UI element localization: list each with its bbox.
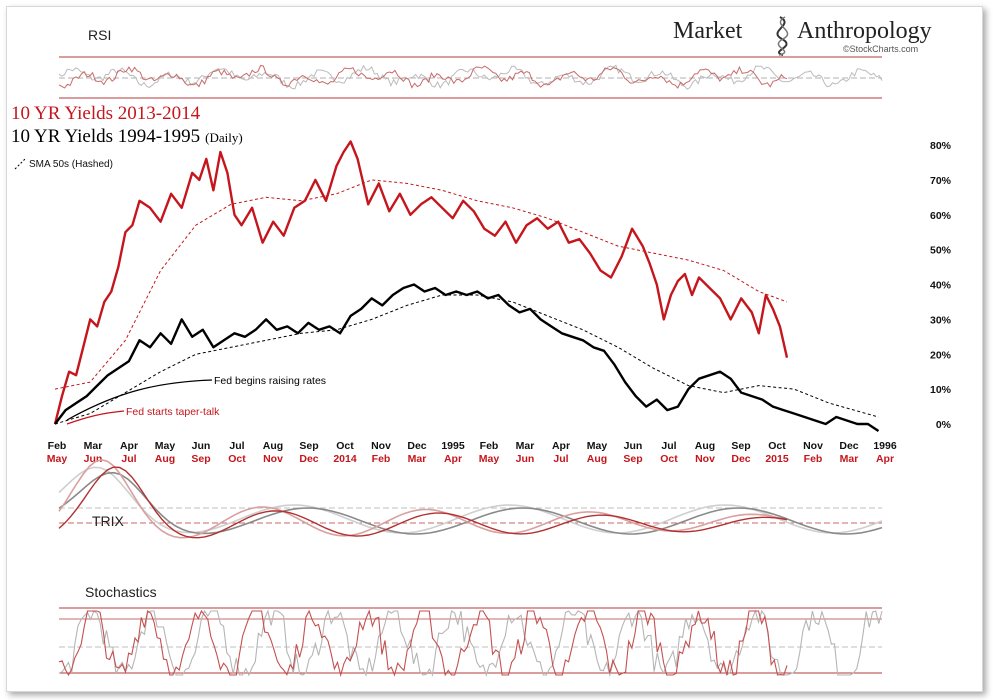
x-tick-bottom: Sep [623, 453, 642, 465]
main-series [53, 140, 880, 433]
x-tick-bottom: Dec [731, 453, 750, 465]
x-tick-top: Jun [624, 440, 643, 452]
sma-line-3 [54, 294, 879, 425]
x-tick-top: Oct [336, 440, 354, 452]
rsi-label: RSI [88, 27, 111, 43]
sma-line-2 [54, 179, 788, 390]
y-tick-label: 80% [930, 140, 952, 152]
legend-black-title: 10 YR Yields 1994-1995 (Daily) [11, 126, 243, 147]
x-tick-bottom: Jun [516, 453, 535, 465]
x-tick-top: 1996 [873, 440, 897, 452]
y-axis-ticks: 0% 10% 20% 30% 40% 50% 60% 70% 80% [930, 140, 952, 431]
x-tick-top: Nov [803, 440, 823, 452]
sma-note: SMA 50s (Hashed) [29, 159, 113, 170]
fed-raise-text: Fed begins raising rates [214, 375, 326, 387]
x-tick-bottom: Mar [408, 453, 427, 465]
x-tick-bottom: May [47, 453, 68, 465]
x-tick-bottom: Aug [155, 453, 175, 465]
x-tick-bottom: Jul [121, 453, 136, 465]
x-tick-top: Sep [731, 440, 750, 452]
rsi-line-red [58, 64, 788, 89]
y-tick-label: 40% [930, 280, 952, 292]
x-axis-bottom-labels: May Jun Jul Aug Sep Oct Nov Dec 2014 Feb Mar Apr May… [47, 453, 894, 465]
fed-raise-annotation: Fed begins raising rates [66, 375, 326, 421]
fed-taper-arrow [66, 410, 125, 425]
stoch-line-grey [58, 609, 883, 678]
yield-line-0 [53, 140, 789, 425]
x-tick-bottom: Jul [553, 453, 568, 465]
x-tick-bottom: Mar [840, 453, 859, 465]
x-tick-top: Aug [695, 440, 715, 452]
x-tick-top: Feb [480, 440, 499, 452]
legend-black-title-suffix: (Daily) [205, 130, 243, 145]
fed-raise-arrow [66, 379, 213, 421]
x-tick-top: Mar [516, 440, 535, 452]
trix-label: TRIX [92, 513, 125, 529]
x-tick-bottom: Oct [660, 453, 678, 465]
x-tick-bottom: May [479, 453, 500, 465]
trix-line-pink [58, 458, 788, 539]
y-tick-label: 30% [930, 314, 952, 326]
x-tick-bottom: 2015 [765, 453, 789, 465]
x-tick-bottom: Nov [695, 453, 715, 465]
x-tick-bottom: Apr [876, 453, 894, 465]
x-tick-bottom: Jun [84, 453, 103, 465]
y-tick-label: 60% [930, 210, 952, 222]
stochastics-oscillator [58, 609, 883, 678]
x-tick-bottom: 2014 [333, 453, 357, 465]
legend-red-title: 10 YR Yields 2013-2014 [11, 103, 201, 124]
x-axis-top-labels: Feb Mar Apr May Jun Jul Aug Sep Oct Nov Dec 1995 Feb… [48, 440, 897, 452]
x-tick-top: Apr [552, 440, 570, 452]
sma-legend-swatch [14, 158, 26, 170]
y-tick-label: 70% [930, 175, 952, 187]
legend-black-title-main: 10 YR Yields 1994-1995 [11, 126, 200, 147]
trix-line-red [58, 466, 788, 539]
main-chart-svg: Market Anthropology ©StockCharts.com RSI… [11, 16, 952, 678]
dna-icon [776, 16, 789, 56]
y-tick-label: 10% [930, 384, 952, 396]
x-tick-bottom: Apr [444, 453, 462, 465]
x-tick-top: Dec [839, 440, 858, 452]
rsi-line-grey [58, 64, 883, 90]
x-tick-bottom: Dec [299, 453, 318, 465]
x-tick-bottom: Nov [263, 453, 283, 465]
fed-taper-text: Fed starts taper-talk [126, 406, 220, 418]
x-tick-bottom: Aug [587, 453, 607, 465]
y-tick-label: 50% [930, 245, 952, 257]
fed-taper-annotation: Fed starts taper-talk [66, 406, 220, 425]
x-tick-top: Apr [120, 440, 138, 452]
stoch-line-red [58, 609, 788, 678]
x-tick-bottom: Feb [372, 453, 391, 465]
y-tick-label: 20% [930, 349, 952, 361]
stoch-label: Stochastics [85, 584, 157, 600]
rsi-oscillator [58, 64, 883, 90]
x-tick-top: Aug [263, 440, 283, 452]
x-tick-bottom: Sep [191, 453, 210, 465]
y-tick-label: 0% [936, 419, 952, 431]
chart-frame: Market Anthropology ©StockCharts.com RSI… [6, 6, 983, 692]
trix-line-grey [58, 471, 883, 535]
x-tick-top: Jul [229, 440, 244, 452]
x-tick-top: 1995 [441, 440, 465, 452]
brand-name-right: Anthropology [797, 18, 932, 44]
trix-oscillator [58, 458, 883, 539]
x-tick-top: Jun [192, 440, 211, 452]
x-tick-top: May [155, 440, 176, 452]
x-tick-top: Jul [661, 440, 676, 452]
x-tick-top: Feb [48, 440, 67, 452]
x-tick-bottom: Oct [228, 453, 246, 465]
x-tick-top: Oct [768, 440, 786, 452]
x-tick-top: Mar [84, 440, 103, 452]
x-tick-bottom: Feb [804, 453, 823, 465]
source-credit: ©StockCharts.com [843, 44, 918, 54]
x-tick-top: May [587, 440, 608, 452]
x-tick-top: Sep [299, 440, 318, 452]
x-tick-top: Nov [371, 440, 391, 452]
brand-name-left: Market [673, 18, 743, 44]
x-tick-top: Dec [407, 440, 426, 452]
